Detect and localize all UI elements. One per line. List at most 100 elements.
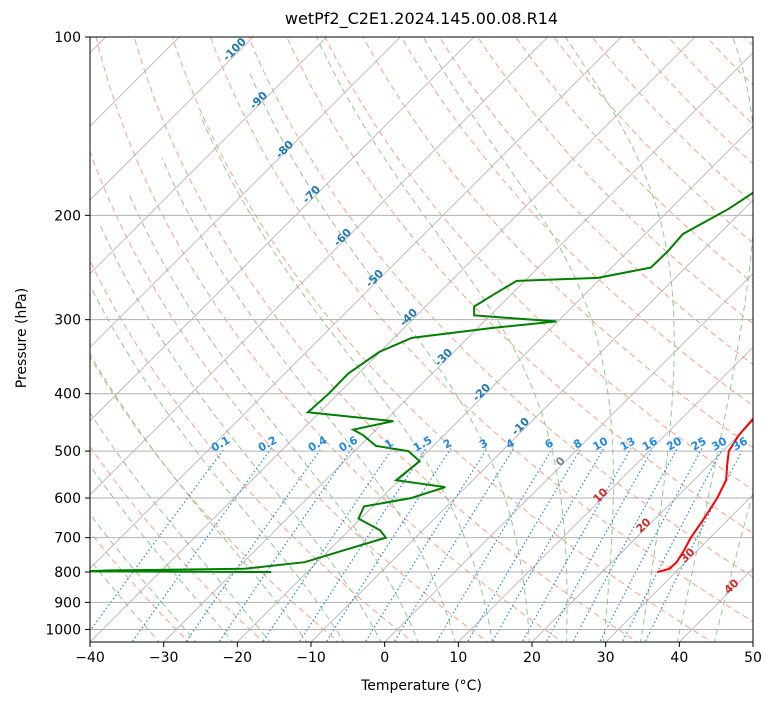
isotherm-line bbox=[90, 37, 254, 201]
dry-adiabat-line bbox=[400, 37, 753, 407]
y-tick-label: 1000 bbox=[45, 622, 81, 638]
moist-adiabat-line bbox=[90, 513, 197, 642]
y-tick-label: 200 bbox=[54, 208, 81, 224]
isotherm-label: -70 bbox=[300, 183, 323, 206]
isotherm-line bbox=[236, 125, 753, 642]
mixing-ratio-label: 13 bbox=[618, 435, 638, 454]
isotherm-line bbox=[752, 641, 753, 642]
dry-adiabat-line bbox=[90, 445, 265, 642]
moist-adiabat-line bbox=[129, 195, 419, 642]
mixing-ratio-line bbox=[644, 448, 744, 642]
y-tick-label: 300 bbox=[54, 313, 81, 329]
isotherm-label: -20 bbox=[470, 381, 493, 404]
dry-adiabat-line bbox=[133, 37, 638, 642]
isotherm-labels: -100-90-80-70-60-50-40-30-20-100 bbox=[220, 35, 568, 469]
mixing-ratio-label: 2 bbox=[441, 436, 454, 451]
isotherm-label: -60 bbox=[331, 226, 354, 249]
mixing-ratio-line bbox=[393, 448, 515, 642]
dry-adiabats bbox=[90, 24, 775, 645]
mixing-ratio-line bbox=[466, 448, 582, 642]
warm-isotherm-label: 20 bbox=[634, 515, 654, 535]
isotherm-line bbox=[605, 494, 753, 642]
mixing-ratio-line bbox=[364, 448, 488, 642]
plot-area bbox=[90, 24, 775, 645]
isotherm-label: -50 bbox=[363, 267, 386, 290]
mixing-ratio-line bbox=[545, 448, 654, 642]
dry-adiabat-line bbox=[476, 37, 753, 325]
isotherm-line bbox=[90, 37, 107, 54]
mixing-ratio-label: 3 bbox=[477, 436, 490, 451]
isotherms bbox=[90, 37, 753, 642]
moist-adiabat-line bbox=[161, 157, 456, 642]
moist-adiabat-line bbox=[90, 559, 160, 642]
moist-adiabat-line bbox=[316, 37, 568, 642]
pressure-gridlines bbox=[90, 37, 753, 630]
profiles bbox=[90, 191, 753, 574]
x-tick-label: −40 bbox=[75, 650, 105, 666]
mixing-ratio-line bbox=[218, 448, 353, 642]
dry-adiabat-line bbox=[90, 259, 414, 642]
x-tick-label: −30 bbox=[149, 650, 179, 666]
moist-adiabat-line bbox=[249, 72, 530, 642]
dry-adiabat-line bbox=[515, 37, 753, 284]
mixing-ratio-label: 10 bbox=[591, 434, 611, 453]
moist-adiabat-line bbox=[713, 490, 753, 642]
dry-adiabat-line bbox=[90, 150, 489, 642]
dry-adiabat-line bbox=[744, 37, 753, 47]
mixing-ratio-label: 25 bbox=[689, 435, 709, 454]
dry-adiabat-line bbox=[438, 37, 753, 366]
mixing-ratio-label: 20 bbox=[664, 434, 684, 453]
isotherm-line bbox=[90, 37, 475, 422]
isotherm-line bbox=[90, 37, 549, 496]
isotherm-label: -30 bbox=[432, 346, 455, 369]
mixing-ratio-label: 6 bbox=[543, 436, 556, 451]
isotherm-label: -80 bbox=[273, 138, 296, 161]
mixing-ratio-label: 30 bbox=[709, 434, 729, 453]
y-tick-label: 900 bbox=[54, 595, 81, 611]
y-tick-label: 100 bbox=[54, 30, 81, 46]
plot-frame bbox=[89, 36, 754, 643]
x-tick-label: −20 bbox=[223, 650, 253, 666]
dry-adiabat-line bbox=[324, 37, 753, 491]
x-axis-label: Temperature (°C) bbox=[361, 678, 482, 694]
moist-adiabat-line bbox=[98, 221, 382, 642]
moist-adiabat-line bbox=[199, 114, 493, 642]
y-tick-label: 400 bbox=[54, 387, 81, 403]
y-tick-label: 600 bbox=[54, 491, 81, 507]
temperature-profile-line bbox=[656, 417, 753, 573]
mixing-ratio-lines bbox=[90, 448, 744, 642]
isotherm-line bbox=[310, 199, 753, 642]
mixing-ratio-label: 36 bbox=[730, 434, 750, 453]
x-tick-label: 0 bbox=[380, 650, 389, 666]
isotherm-line bbox=[90, 37, 180, 127]
isotherm-label: -100 bbox=[220, 35, 249, 64]
warm-isotherm-label: 40 bbox=[722, 576, 742, 596]
isotherm-line bbox=[90, 37, 401, 348]
dry-adiabat-line bbox=[770, 24, 775, 645]
mixing-ratio-label: 16 bbox=[640, 434, 660, 453]
warm-isotherm-label: 10 bbox=[591, 485, 611, 505]
isotherm-label: -10 bbox=[509, 415, 532, 438]
y-axis: 100 200 300 400 500 600 700 800 900 1000 bbox=[45, 30, 90, 638]
isotherm-line bbox=[90, 37, 696, 642]
mixing-ratio-line bbox=[298, 448, 427, 642]
y-tick-label: 700 bbox=[54, 531, 81, 547]
x-tick-label: 20 bbox=[523, 650, 541, 666]
isotherm-line bbox=[90, 37, 328, 275]
isotherm-line bbox=[457, 346, 753, 642]
moist-adiabats bbox=[90, 37, 753, 642]
isotherm-line bbox=[384, 273, 753, 642]
dry-adiabat-line bbox=[90, 531, 190, 642]
mixing-ratio-line bbox=[185, 448, 322, 642]
moist-adiabat-line bbox=[90, 411, 271, 642]
x-tick-label: 30 bbox=[597, 650, 615, 666]
x-tick-label: −10 bbox=[296, 650, 326, 666]
x-tick-label: 50 bbox=[744, 650, 762, 666]
isotherm-line bbox=[90, 37, 622, 569]
moist-adiabat-line bbox=[90, 353, 308, 642]
chart-title: wetPf2_C2E1.2024.145.00.08.R14 bbox=[284, 9, 559, 28]
y-tick-label: 500 bbox=[54, 444, 81, 460]
x-tick-label: 10 bbox=[449, 650, 467, 666]
dewpoint-profile-line bbox=[90, 191, 753, 574]
isotherm-label: 0 bbox=[553, 454, 568, 469]
